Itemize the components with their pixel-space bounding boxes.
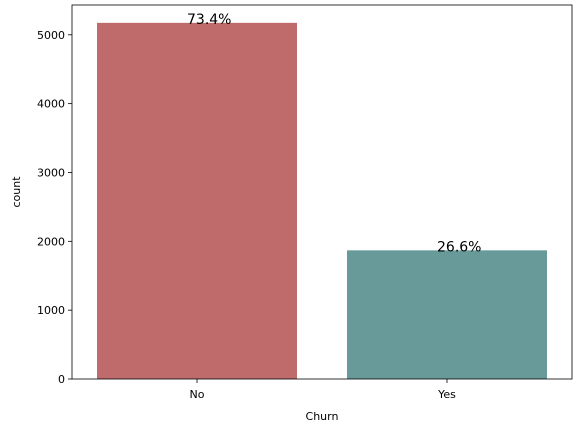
x-axis-label: Churn (306, 410, 339, 423)
axes-frame (71, 4, 573, 380)
y-tick-label: 0 (58, 373, 65, 386)
bar (347, 250, 547, 379)
y-tick-label: 3000 (37, 166, 65, 179)
y-tick-label: 5000 (37, 29, 65, 42)
y-tick-label: 2000 (37, 235, 65, 248)
y-axis-label: count (10, 176, 23, 208)
bar (97, 22, 297, 379)
bar-annotation: 73.4% (187, 12, 231, 28)
x-tick-label: Yes (437, 388, 456, 401)
y-tick-label: 4000 (37, 98, 65, 111)
x-tick-label: No (190, 388, 205, 401)
bar-annotation: 26.6% (437, 239, 481, 255)
y-tick-label: 1000 (37, 304, 65, 317)
